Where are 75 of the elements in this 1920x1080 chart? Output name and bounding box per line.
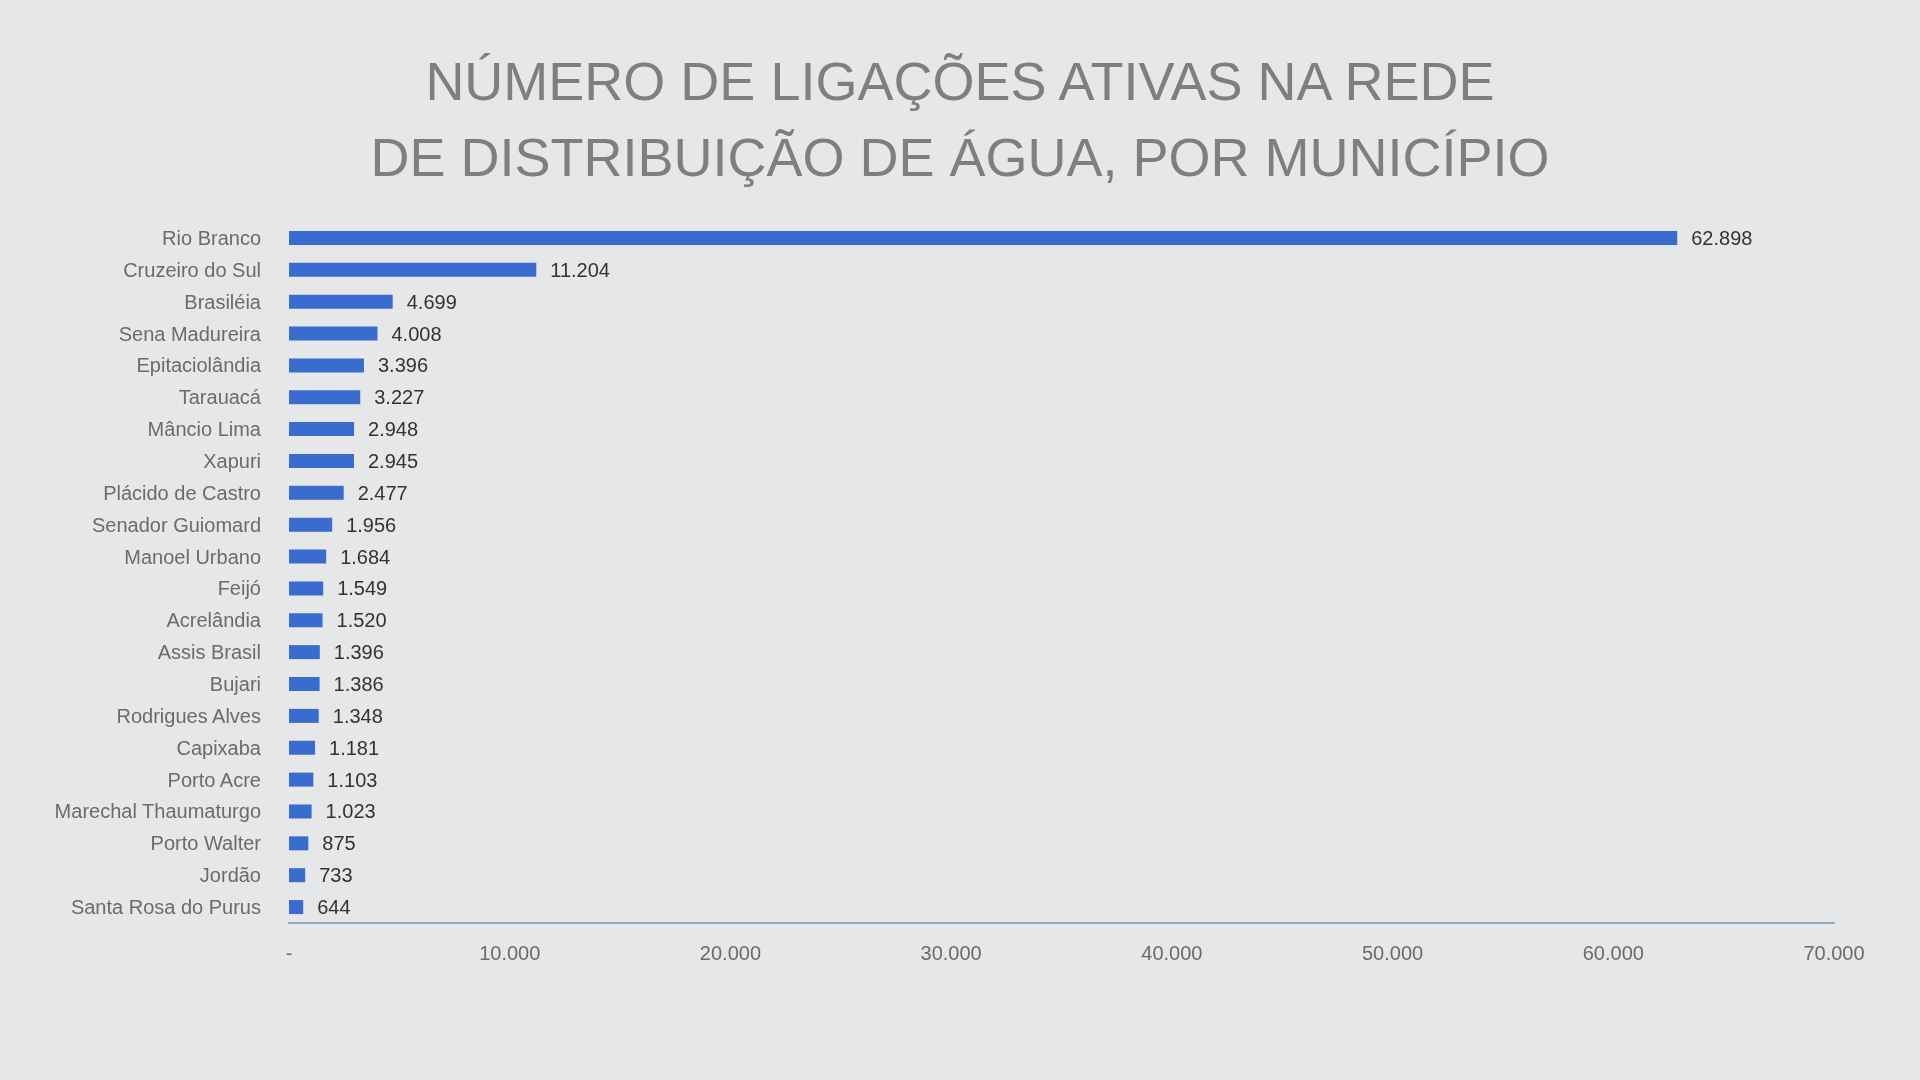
bar — [289, 326, 378, 341]
y-tick-label: Tarauacá — [178, 386, 262, 409]
bar — [289, 390, 361, 405]
data-label: 1.023 — [325, 800, 376, 823]
data-label: 733 — [319, 864, 353, 887]
bar — [289, 358, 364, 373]
bar — [289, 485, 344, 500]
bar — [289, 836, 309, 851]
bar — [289, 581, 324, 596]
y-tick-label: Rodrigues Alves — [116, 704, 261, 727]
y-tick-label: Assis Brasil — [157, 641, 261, 664]
y-tick-label: Marechal Thaumaturgo — [54, 800, 261, 823]
y-tick-label: Plácido de Castro — [103, 481, 261, 504]
data-label: 1.520 — [336, 609, 387, 632]
data-label: 3.227 — [374, 386, 425, 409]
bar — [289, 613, 323, 628]
bar — [289, 453, 354, 468]
data-label: 1.956 — [346, 513, 397, 536]
x-tick-label: 40.000 — [1141, 942, 1203, 964]
data-label: 3.396 — [377, 354, 429, 377]
x-tick-label: 60.000 — [1582, 942, 1644, 964]
bar — [289, 294, 393, 309]
x-tick-label: 30.000 — [920, 942, 982, 964]
bar — [289, 262, 537, 277]
y-tick-label: Porto Walter — [150, 832, 262, 855]
y-tick-label: Sena Madureira — [118, 322, 262, 345]
data-label: 2.477 — [357, 481, 408, 504]
y-tick-label: Mâncio Lima — [147, 418, 262, 441]
bar — [289, 422, 355, 437]
data-label: 2.948 — [368, 418, 419, 441]
y-tick-label: Bujari — [209, 673, 261, 696]
x-tick-label: 70.000 — [1803, 942, 1865, 964]
bar — [289, 868, 306, 883]
bar — [289, 740, 316, 755]
y-tick-label: Acrelândia — [166, 609, 262, 632]
y-tick-label: Brasiléia — [184, 290, 262, 313]
data-label: 1.549 — [337, 577, 388, 600]
y-tick-label: Capixaba — [176, 736, 262, 759]
data-label: 644 — [317, 896, 351, 919]
data-label: 1.348 — [332, 704, 383, 727]
data-label: 1.181 — [329, 736, 380, 759]
data-label: 2.945 — [368, 449, 419, 472]
bar — [289, 708, 319, 723]
x-tick-label: - — [285, 942, 293, 964]
bar — [289, 804, 312, 819]
bar — [289, 517, 333, 532]
y-tick-label: Porto Acre — [167, 768, 261, 791]
data-label: 1.103 — [327, 768, 378, 791]
y-tick-label: Xapuri — [203, 449, 261, 472]
y-tick-label: Cruzeiro do Sul — [123, 258, 261, 281]
data-label: 62.898 — [1691, 226, 1753, 249]
x-tick-label: 10.000 — [479, 942, 541, 964]
y-tick-label: Epitaciolândia — [136, 354, 262, 377]
x-tick-label: 50.000 — [1361, 942, 1424, 964]
data-label: 4.699 — [406, 290, 457, 313]
bar — [289, 677, 320, 692]
bar — [289, 645, 320, 660]
chart-title: NÚMERO DE LIGAÇÕES ATIVAS NA REDE DE DISTRIBUIÇÃO DE ÁGUA, POR MUNICÍPIO — [370, 51, 1550, 187]
bar — [289, 230, 1678, 245]
y-tick-label: Feijó — [217, 577, 261, 600]
data-label: 4.008 — [391, 322, 442, 345]
data-label: 1.386 — [333, 673, 384, 696]
bar — [289, 549, 327, 564]
data-label: 875 — [322, 832, 356, 855]
data-label: 1.684 — [340, 545, 391, 568]
bar — [289, 900, 304, 915]
y-tick-label: Manoel Urbano — [124, 545, 261, 568]
y-tick-label: Rio Branco — [162, 226, 261, 249]
y-tick-label: Santa Rosa do Purus — [70, 896, 261, 919]
data-label: 11.204 — [550, 258, 610, 281]
bar — [289, 772, 314, 787]
data-label: 1.396 — [333, 641, 384, 664]
x-tick-label: 20.000 — [699, 942, 762, 964]
y-tick-label: Senador Guiomard — [92, 513, 261, 536]
y-tick-label: Jordão — [199, 864, 261, 887]
